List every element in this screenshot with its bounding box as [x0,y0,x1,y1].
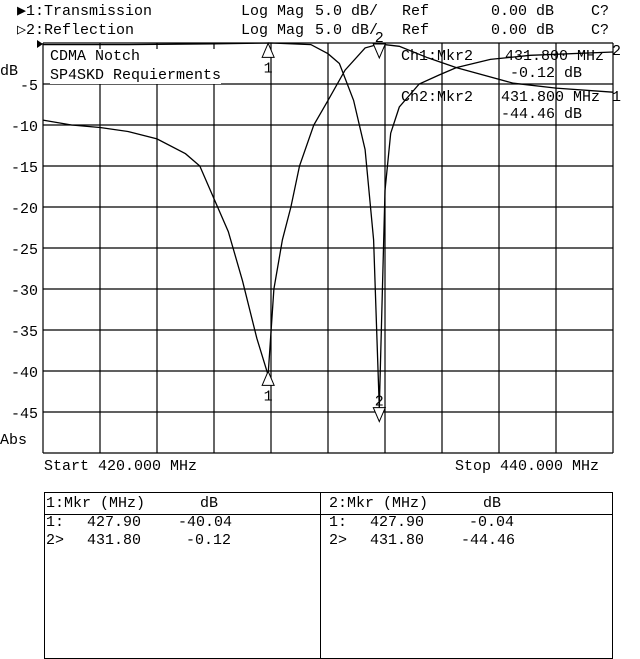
ch2-readout-trace-tag: 1 [612,89,622,106]
title-box: CDMA Notch SP4SKD Requierments [50,48,222,84]
start-frequency[interactable]: Start 420.000 MHz [44,458,198,475]
marker-value: -40.04 [178,514,233,531]
ch2-readout-label: Ch2:Mkr2 [401,89,474,106]
y-tick-label: -25 [11,242,38,259]
marker-2-ch2-down-triangle-icon [372,407,387,423]
title-line-1: CDMA Notch [50,48,141,65]
marker-id: 1: [329,514,348,531]
marker-table-column-divider [320,493,321,658]
marker-id: 1: [46,514,65,531]
y-unit-label: dB [0,63,19,80]
channel-2-ref-value: 0.00 dB [491,22,555,39]
y-tick-label: -15 [11,160,38,177]
title-line-2: SP4SKD Requierments [50,67,222,84]
channel-1-format: Log Mag [241,3,305,20]
ch2-readout-value: -44.46 dB [501,106,583,123]
marker-label: 2 [375,394,384,411]
reference-level-arrow-icon [37,40,43,48]
marker-freq: 431.80 [87,532,142,549]
y-tick-label: -45 [11,406,38,423]
channel-1-status: C? [591,3,610,20]
ch2-table-header-db: dB [483,495,502,512]
y-tick-label: -35 [11,324,38,341]
marker-freq: 427.90 [370,514,425,531]
y-tick-label: -10 [11,119,38,136]
y-tick-label: -30 [11,283,38,300]
y-tick-label: -40 [11,365,38,382]
y-bottom-label: Abs [0,432,28,449]
ch1-readout-freq: 431.800 MHz [505,48,605,65]
marker-freq: 431.80 [370,532,425,549]
ch1-table-header-db: dB [200,495,219,512]
trace-1 [42,43,614,376]
channel-1-ref-value: 0.00 dB [491,3,555,20]
marker-id: 2> [329,532,348,549]
channel-2-ref-label: Ref [402,22,430,39]
channel-1-scale: 5.0 dB/ [315,3,379,20]
traces [42,42,614,408]
channel-2-format: Log Mag [241,22,305,39]
marker-2-ch1-down-triangle-icon [372,43,387,60]
y-tick-label: -5 [20,78,38,95]
plot-area: -5 -10 -15 -20 -25 -30 -35 -40 -45 1 1 2 2 [11,30,614,454]
channel-1-ref-label: Ref [402,3,430,20]
ch1-readout-label: Ch1:Mkr2 [401,48,474,65]
y-tick-labels: -5 -10 -15 -20 -25 -30 -35 -40 -45 [11,78,38,423]
markers[interactable]: 1 1 2 2 [261,30,387,423]
marker-table-header-divider [45,514,612,515]
grid [42,42,614,454]
ch2-readout-freq: 431.800 MHz [501,89,601,106]
marker-table: 1:Mkr (MHz) dB 1: 427.90 -40.04 2> 431.8… [44,492,613,659]
marker-1-ch2-up-triangle-icon [261,42,275,58]
channel-2-status: C? [591,22,610,39]
ch2-table-header-mkr: 2:Mkr (MHz) [329,495,429,512]
stop-frequency[interactable]: Stop 440.000 MHz [455,458,600,475]
channel-1-label[interactable]: ▶1:Transmission [17,3,153,20]
marker-1-ch1-up-triangle-icon [261,370,275,386]
channel-2-scale: 5.0 dB/ [315,22,379,39]
marker-value: -0.04 [469,514,515,531]
marker-freq: 427.90 [87,514,142,531]
marker-value: -0.12 [186,532,232,549]
channel-2-label[interactable]: ▷2:Reflection [17,22,135,39]
marker-label: 1 [264,388,273,405]
trace-2 [43,42,614,408]
marker-label: 1 [264,60,273,77]
marker-id: 2> [46,532,65,549]
ch1-table-header-mkr: 1:Mkr (MHz) [46,495,146,512]
marker-value: -44.46 [461,532,516,549]
ch1-readout-trace-tag: 2 [612,43,622,60]
ch1-readout-value: -0.12 dB [510,65,583,82]
marker-label: 2 [375,30,384,47]
y-tick-label: -20 [11,201,38,218]
